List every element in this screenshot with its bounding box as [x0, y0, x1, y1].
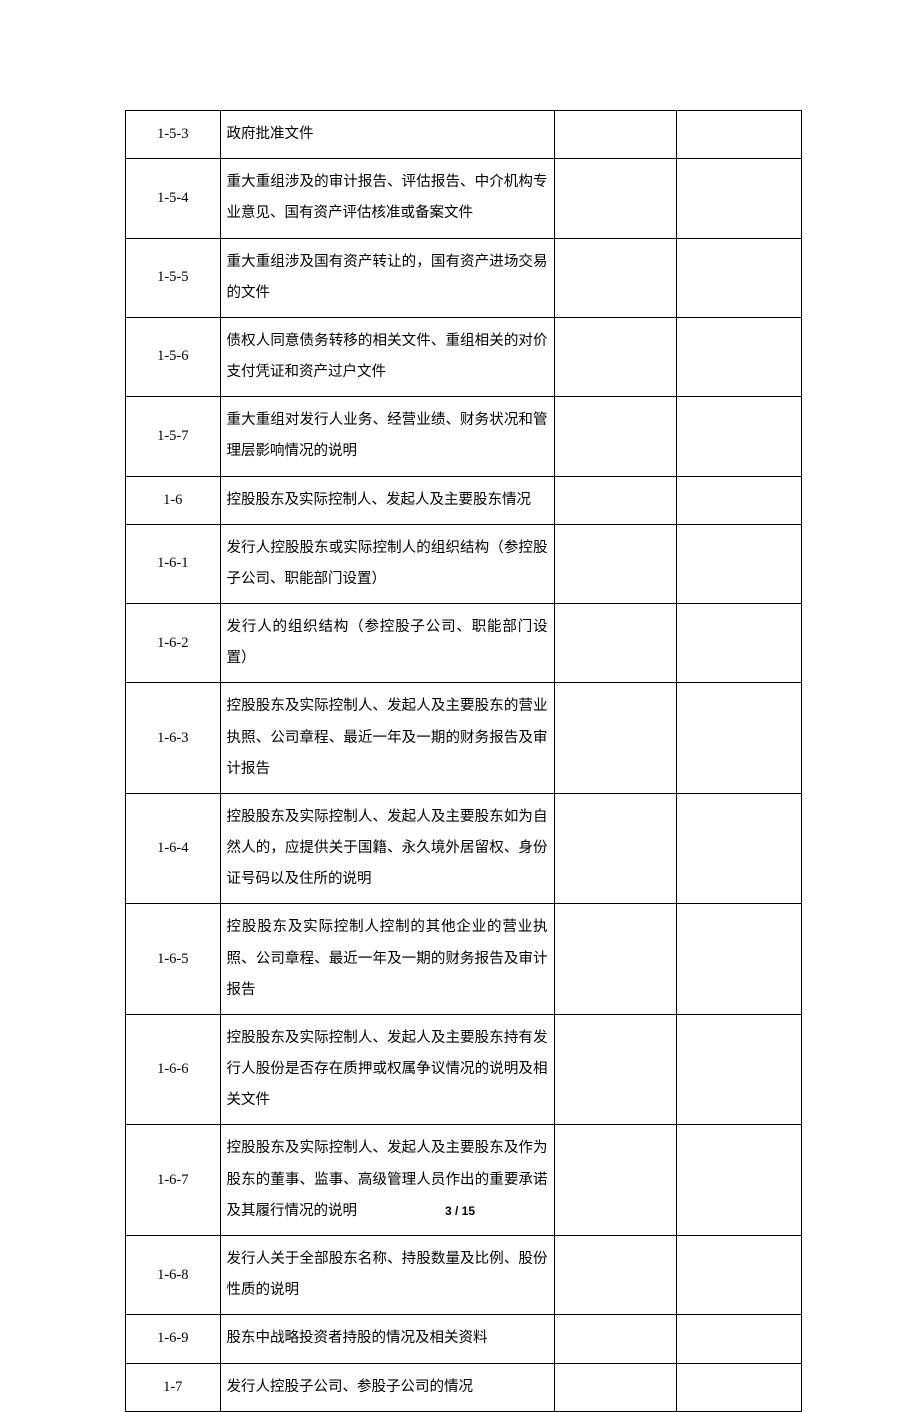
table-row: 1-7发行人控股子公司、参股子公司的情况: [126, 1363, 802, 1411]
row-col4: [677, 793, 802, 904]
table-row: 1-6-8发行人关于全部股东名称、持股数量及比例、股份性质的说明: [126, 1235, 802, 1314]
row-description: 控股股东及实际控制人、发起人及主要股东如为自然人的，应提供关于国籍、永久境外居留…: [220, 793, 554, 904]
row-index: 1-6-8: [126, 1235, 221, 1314]
row-index: 1-5-5: [126, 238, 221, 317]
row-col3: [554, 397, 677, 476]
row-index: 1-6-4: [126, 793, 221, 904]
row-col3: [554, 793, 677, 904]
row-col4: [677, 111, 802, 159]
row-col4: [677, 604, 802, 683]
row-col4: [677, 1315, 802, 1363]
row-index: 1-5-7: [126, 397, 221, 476]
row-col3: [554, 604, 677, 683]
row-col4: [677, 1235, 802, 1314]
page-footer: 3 / 15: [0, 1204, 920, 1218]
row-description: 发行人控股股东或实际控制人的组织结构（参控股子公司、职能部门设置）: [220, 524, 554, 603]
row-index: 1-6-6: [126, 1014, 221, 1125]
table-row: 1-5-7重大重组对发行人业务、经营业绩、财务状况和管理层影响情况的说明: [126, 397, 802, 476]
row-description: 债权人同意债务转移的相关文件、重组相关的对价支付凭证和资产过户文件: [220, 317, 554, 396]
row-col3: [554, 111, 677, 159]
page-separator: /: [452, 1204, 462, 1218]
page-current: 3: [445, 1204, 452, 1218]
table-row: 1-5-4重大重组涉及的审计报告、评估报告、中介机构专业意见、国有资产评估核准或…: [126, 159, 802, 238]
row-description: 控股股东及实际控制人、发起人及主要股东情况: [220, 476, 554, 524]
row-index: 1-5-4: [126, 159, 221, 238]
table-row: 1-6-7控股股东及实际控制人、发起人及主要股东及作为股东的董事、监事、高级管理…: [126, 1125, 802, 1236]
row-col3: [554, 1363, 677, 1411]
row-col3: [554, 524, 677, 603]
table-row: 1-5-5重大重组涉及国有资产转让的，国有资产进场交易的文件: [126, 238, 802, 317]
table-row: 1-6-1发行人控股股东或实际控制人的组织结构（参控股子公司、职能部门设置）: [126, 524, 802, 603]
row-col4: [677, 476, 802, 524]
row-col4: [677, 1014, 802, 1125]
row-index: 1-7: [126, 1363, 221, 1411]
row-index: 1-6-1: [126, 524, 221, 603]
row-description: 政府批准文件: [220, 111, 554, 159]
row-col3: [554, 476, 677, 524]
table-row: 1-5-6债权人同意债务转移的相关文件、重组相关的对价支付凭证和资产过户文件: [126, 317, 802, 396]
table-row: 1-6控股股东及实际控制人、发起人及主要股东情况: [126, 476, 802, 524]
row-col3: [554, 1014, 677, 1125]
row-index: 1-6-9: [126, 1315, 221, 1363]
row-col3: [554, 317, 677, 396]
row-index: 1-6-3: [126, 683, 221, 794]
row-description: 重大重组涉及国有资产转让的，国有资产进场交易的文件: [220, 238, 554, 317]
row-description: 股东中战略投资者持股的情况及相关资料: [220, 1315, 554, 1363]
row-description: 重大重组对发行人业务、经营业绩、财务状况和管理层影响情况的说明: [220, 397, 554, 476]
row-col4: [677, 524, 802, 603]
row-col4: [677, 1125, 802, 1236]
row-description: 发行人控股子公司、参股子公司的情况: [220, 1363, 554, 1411]
table-row: 1-6-3控股股东及实际控制人、发起人及主要股东的营业执照、公司章程、最近一年及…: [126, 683, 802, 794]
row-index: 1-6-5: [126, 904, 221, 1015]
table-row: 1-6-2发行人的组织结构（参控股子公司、职能部门设置）: [126, 604, 802, 683]
table-row: 1-6-9股东中战略投资者持股的情况及相关资料: [126, 1315, 802, 1363]
row-col3: [554, 1315, 677, 1363]
row-col4: [677, 317, 802, 396]
row-col3: [554, 904, 677, 1015]
row-col4: [677, 904, 802, 1015]
table-row: 1-5-3政府批准文件: [126, 111, 802, 159]
row-description: 控股股东及实际控制人、发起人及主要股东的营业执照、公司章程、最近一年及一期的财务…: [220, 683, 554, 794]
row-col4: [677, 1363, 802, 1411]
row-description: 控股股东及实际控制人控制的其他企业的营业执照、公司章程、最近一年及一期的财务报告…: [220, 904, 554, 1015]
table-row: 1-6-5控股股东及实际控制人控制的其他企业的营业执照、公司章程、最近一年及一期…: [126, 904, 802, 1015]
row-col3: [554, 238, 677, 317]
row-description: 控股股东及实际控制人、发起人及主要股东持有发行人股份是否存在质押或权属争议情况的…: [220, 1014, 554, 1125]
row-col4: [677, 397, 802, 476]
row-index: 1-6-7: [126, 1125, 221, 1236]
row-description: 发行人的组织结构（参控股子公司、职能部门设置）: [220, 604, 554, 683]
row-col4: [677, 159, 802, 238]
table-row: 1-6-4控股股东及实际控制人、发起人及主要股东如为自然人的，应提供关于国籍、永…: [126, 793, 802, 904]
row-col3: [554, 1235, 677, 1314]
row-description: 发行人关于全部股东名称、持股数量及比例、股份性质的说明: [220, 1235, 554, 1314]
row-col3: [554, 1125, 677, 1236]
row-col3: [554, 683, 677, 794]
table-row: 1-6-6控股股东及实际控制人、发起人及主要股东持有发行人股份是否存在质押或权属…: [126, 1014, 802, 1125]
page-total: 15: [462, 1204, 475, 1218]
row-col4: [677, 238, 802, 317]
row-col3: [554, 159, 677, 238]
row-description: 重大重组涉及的审计报告、评估报告、中介机构专业意见、国有资产评估核准或备案文件: [220, 159, 554, 238]
row-index: 1-6-2: [126, 604, 221, 683]
row-index: 1-5-3: [126, 111, 221, 159]
row-index: 1-5-6: [126, 317, 221, 396]
row-col4: [677, 683, 802, 794]
row-description: 控股股东及实际控制人、发起人及主要股东及作为股东的董事、监事、高级管理人员作出的…: [220, 1125, 554, 1236]
row-index: 1-6: [126, 476, 221, 524]
